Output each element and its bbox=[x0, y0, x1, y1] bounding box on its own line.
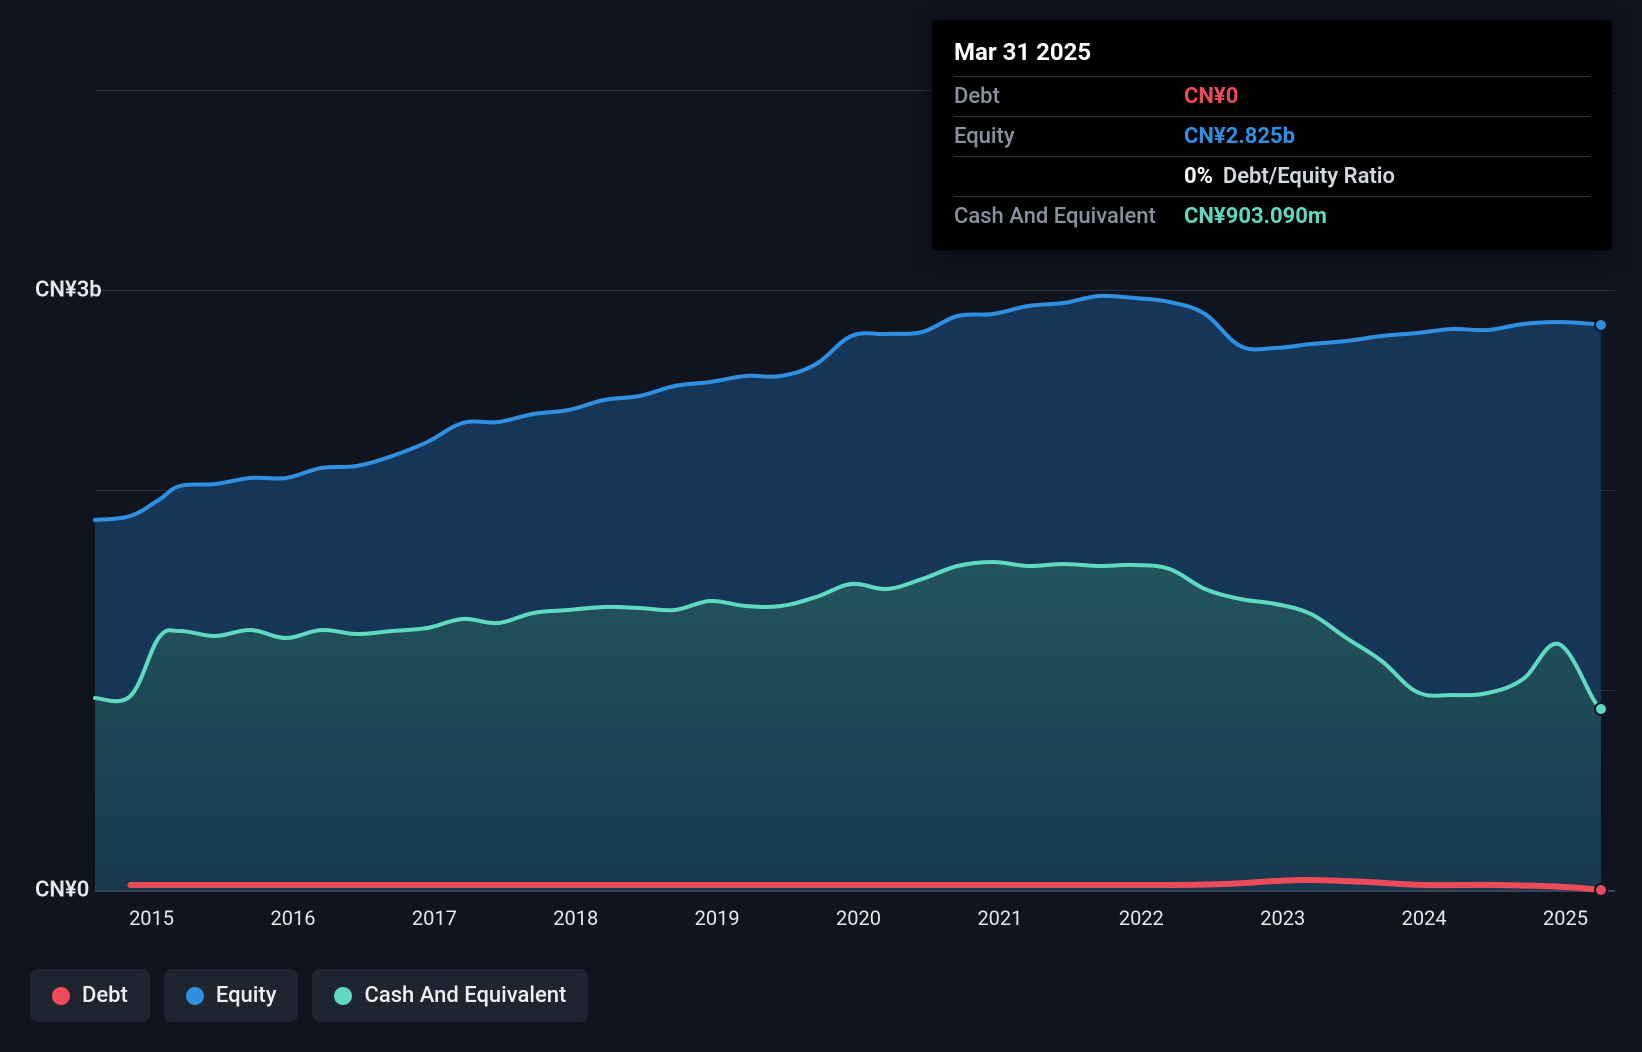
x-axis-label: 2023 bbox=[1260, 906, 1305, 930]
x-axis-label: 2024 bbox=[1402, 906, 1447, 930]
y-axis-label: CN¥3b bbox=[35, 278, 102, 303]
legend-item[interactable]: Cash And Equivalent bbox=[312, 969, 588, 1022]
tooltip-label: Cash And Equivalent bbox=[954, 204, 1184, 229]
tooltip-date: Mar 31 2025 bbox=[954, 38, 1590, 66]
x-axis-label: 2016 bbox=[270, 906, 315, 930]
y-axis-label: CN¥0 bbox=[35, 878, 89, 903]
legend-swatch bbox=[186, 987, 204, 1005]
tooltip-row: Cash And EquivalentCN¥903.090m bbox=[954, 196, 1590, 236]
tooltip-row: 0% Debt/Equity Ratio bbox=[954, 156, 1590, 196]
tooltip-value: 0% bbox=[1184, 164, 1213, 189]
x-axis-label: 2021 bbox=[977, 906, 1022, 930]
tooltip-extra: Debt/Equity Ratio bbox=[1223, 164, 1395, 189]
chart-legend: Debt Equity Cash And Equivalent bbox=[30, 969, 588, 1022]
tooltip-row: EquityCN¥2.825b bbox=[954, 116, 1590, 156]
legend-label: Cash And Equivalent bbox=[364, 983, 566, 1008]
tooltip-value: CN¥903.090m bbox=[1184, 204, 1327, 229]
baseline bbox=[95, 890, 1615, 892]
cash-end-marker bbox=[1594, 702, 1608, 716]
legend-item[interactable]: Equity bbox=[164, 969, 299, 1022]
legend-label: Debt bbox=[82, 983, 128, 1008]
legend-label: Equity bbox=[216, 983, 277, 1008]
legend-swatch bbox=[334, 987, 352, 1005]
x-axis-label: 2025 bbox=[1543, 906, 1588, 930]
x-axis-label: 2018 bbox=[553, 906, 598, 930]
x-axis-label: 2019 bbox=[695, 906, 740, 930]
x-axis-label: 2020 bbox=[836, 906, 881, 930]
x-axis-label: 2015 bbox=[129, 906, 174, 930]
tooltip-label: Equity bbox=[954, 124, 1184, 149]
x-axis-label: 2022 bbox=[1119, 906, 1164, 930]
tooltip-value: CN¥2.825b bbox=[1184, 124, 1295, 149]
equity-end-marker bbox=[1594, 318, 1608, 332]
legend-swatch bbox=[52, 987, 70, 1005]
tooltip-label: Debt bbox=[954, 84, 1184, 109]
debt-end-marker bbox=[1594, 883, 1608, 897]
tooltip-row: DebtCN¥0 bbox=[954, 76, 1590, 116]
x-axis-label: 2017 bbox=[412, 906, 457, 930]
tooltip-value: CN¥0 bbox=[1184, 84, 1238, 109]
hover-tooltip: Mar 31 2025 DebtCN¥0EquityCN¥2.825b0%Deb… bbox=[932, 20, 1612, 250]
legend-item[interactable]: Debt bbox=[30, 969, 150, 1022]
